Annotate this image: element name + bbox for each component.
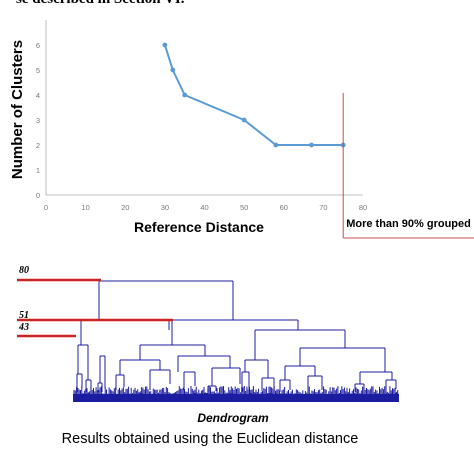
y-tick-label: 5 (36, 66, 40, 75)
line-chart: 0 1 2 3 4 5 6 0 10 20 30 40 50 60 70 80 More than 90% … (9, 20, 474, 239)
cut-label-43: 43 (18, 322, 29, 333)
y-axis-title: Number of Clusters (9, 40, 26, 179)
cut-label-80: 80 (19, 265, 29, 276)
y-tick-label: 3 (36, 116, 40, 125)
x-tick-label: 70 (319, 203, 327, 212)
y-tick-label: 2 (36, 141, 40, 150)
dendrogram-links (73, 280, 399, 402)
x-tick-label: 0 (44, 203, 48, 212)
x-tick-label: 50 (240, 203, 248, 212)
x-tick-label: 30 (161, 203, 169, 212)
cut-label-51: 51 (19, 310, 29, 321)
dendrogram-leaf-band (73, 394, 399, 402)
data-point (170, 67, 176, 73)
y-tick-label: 0 (36, 191, 40, 200)
x-tick-label: 40 (200, 203, 208, 212)
y-tick-label: 1 (36, 166, 40, 175)
data-point (241, 117, 247, 123)
annotation-label: More than 90% grouped (346, 218, 471, 230)
data-point (162, 42, 168, 48)
figure-caption: Results obtained using the Euclidean dis… (62, 431, 359, 447)
x-tick-label: 10 (81, 203, 89, 212)
series-line (163, 44, 344, 146)
dendrogram-link (193, 392, 199, 395)
x-tick-label: 80 (359, 203, 367, 212)
data-point (273, 142, 279, 148)
y-tick-label: 4 (36, 91, 40, 100)
x-tick-label: 60 (280, 203, 288, 212)
data-point (182, 92, 188, 98)
dendrogram-title: Dendrogram (197, 411, 269, 425)
y-tick-label: 6 (36, 41, 40, 50)
x-tick-label: 20 (121, 203, 129, 212)
x-axis-title: Reference Distance (134, 219, 264, 235)
header-text: se described in Section VI. (16, 0, 184, 8)
y-tick-labels: 0 1 2 3 4 5 6 (36, 41, 40, 200)
x-tick-labels: 0 10 20 30 40 50 60 70 80 (44, 203, 367, 212)
series-points (162, 42, 346, 148)
data-point (309, 142, 314, 148)
